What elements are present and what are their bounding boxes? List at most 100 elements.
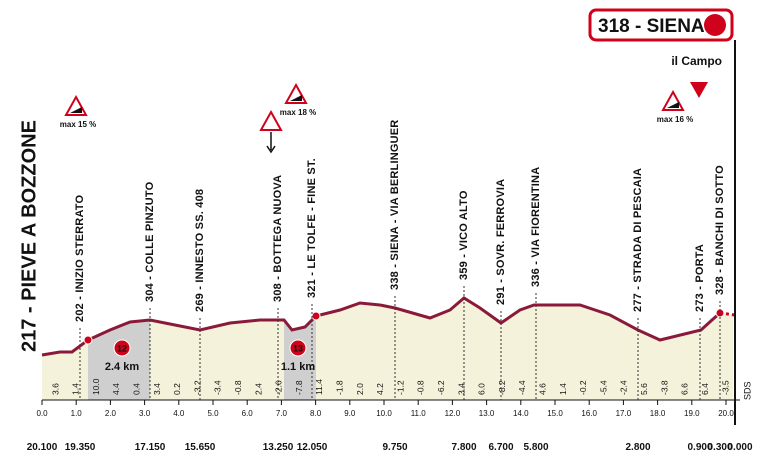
- arrow: [266, 132, 276, 154]
- km-label: 0.0: [36, 409, 48, 418]
- to-go: 2.800: [625, 442, 650, 453]
- to-go: 6.700: [488, 442, 513, 453]
- km-label: 1.0: [71, 409, 83, 418]
- point-label: 202 - INIZIO STERRATO: [74, 194, 86, 322]
- point-label: 304 - COLLE PINZUTO: [144, 181, 156, 302]
- km-label: 14.0: [513, 409, 529, 418]
- to-go: 5.800: [523, 442, 548, 453]
- gradient-label: -0.8: [233, 380, 243, 395]
- gradient-label: 6.6: [680, 383, 690, 395]
- gradient-label: -1.2: [395, 380, 405, 395]
- km-label: 11.0: [411, 409, 427, 418]
- to-go: 7.800: [451, 442, 476, 453]
- km-label: 7.0: [276, 409, 288, 418]
- gradient-label: 5.6: [639, 383, 649, 395]
- sector-number: 12: [117, 344, 127, 354]
- finish-box: [588, 8, 734, 42]
- km-label: 15.0: [547, 409, 563, 418]
- to-go: 20.100: [27, 442, 58, 453]
- gradient-label: 1.4: [558, 383, 568, 395]
- km-label: 9.0: [344, 409, 356, 418]
- finish-sublabel: il Campo: [671, 54, 722, 68]
- gradient-label: 2.0: [355, 383, 365, 395]
- sector-length: 1.1 km: [281, 361, 315, 373]
- point-label: 291 - SOVR. FERROVIA: [495, 179, 507, 305]
- km-label: 6.0: [242, 409, 254, 418]
- sector-length: 2.4 km: [105, 361, 139, 373]
- km-label: 10.0: [376, 409, 392, 418]
- climb-label: max 18 %: [280, 108, 316, 117]
- gradient-label: -4.4: [517, 380, 527, 395]
- gradient-label: -0.2: [578, 380, 588, 395]
- to-go: 9.750: [382, 442, 407, 453]
- gradient-label: 3.6: [50, 383, 60, 395]
- km-label: 12.0: [445, 409, 461, 418]
- warning-slope: [667, 102, 679, 108]
- warning-slope: [70, 107, 82, 113]
- gradient-label: 4.4: [111, 383, 121, 395]
- to-go: 19.350: [65, 442, 96, 453]
- point-label: 273 - PORTA: [694, 244, 706, 312]
- km-label: 17.0: [616, 409, 632, 418]
- profile-line: [41, 296, 721, 357]
- gradient-label: -7.8: [294, 380, 304, 395]
- gravel-sector: [88, 320, 150, 400]
- to-go: 0.300: [707, 442, 732, 453]
- point-label: 321 - LE TOLFE - FINE ST.: [306, 158, 318, 298]
- km-label: 18.0: [650, 409, 666, 418]
- gradient-label: -3.5: [720, 380, 730, 395]
- gradient-label: 3.4: [456, 383, 466, 395]
- gradient-label: 6.0: [477, 383, 487, 395]
- sector-badge: [289, 339, 307, 357]
- gradient-label: -8.2: [497, 380, 507, 395]
- gradient-label: -3.2: [192, 380, 202, 395]
- sds-label: SDS: [742, 381, 752, 400]
- climb-label: max 16 %: [657, 115, 693, 124]
- point-label: 328 - BANCHI DI SOTTO: [714, 165, 726, 295]
- profile-fill: [42, 298, 733, 400]
- to-go: 15.650: [185, 442, 216, 453]
- gradient-label: 10.0: [91, 378, 101, 395]
- gradient-label: -0.8: [416, 380, 426, 395]
- point-dot: [83, 335, 93, 345]
- gradient-label: 0.2: [172, 383, 182, 395]
- gradient-label: -2.6: [274, 380, 284, 395]
- gradient-label: -5.4: [598, 380, 608, 395]
- to-go: 17.150: [135, 442, 166, 453]
- gradient-label: 4.2: [375, 383, 385, 395]
- point-label: 269 - INNESTO SS. 408: [194, 189, 206, 312]
- gradient-label: 4.6: [538, 383, 548, 395]
- finish-label: 318 - SIENA: [598, 16, 705, 37]
- gradient-label: 2.4: [253, 383, 263, 395]
- km-label: 20.0: [718, 409, 734, 418]
- point-label: 359 - VICO ALTO: [458, 190, 470, 280]
- gravel-sector: [284, 316, 316, 400]
- gradient-label: -3.8: [659, 380, 669, 395]
- gradient-label: -2.4: [619, 380, 629, 395]
- triangle-marker: [690, 82, 708, 98]
- km-label: 16.0: [581, 409, 597, 418]
- gradient-label: 6.4: [700, 383, 710, 395]
- warning-sign: [259, 109, 283, 131]
- km-label: 8.0: [310, 409, 322, 418]
- point-dot: [311, 311, 321, 321]
- finish-icon: [704, 14, 726, 36]
- gradient-label: -3.4: [213, 380, 223, 395]
- gradient-label: 1.4: [71, 383, 81, 395]
- gradient-label: 3.4: [152, 383, 162, 395]
- km-label: 4.0: [173, 409, 185, 418]
- gravel-edge: [87, 309, 317, 335]
- warning-slope: [290, 95, 302, 101]
- start-label: 217 - PIEVE A BOZZONE: [18, 120, 40, 352]
- gradient-label: 11.4: [314, 379, 324, 395]
- gradient-label: -6.2: [436, 380, 446, 395]
- point-label: 277 - STRADA DI PESCAIA: [632, 168, 644, 312]
- to-go: 0.000: [727, 442, 752, 453]
- climb-label: max 15 %: [60, 120, 96, 129]
- km-label: 19.0: [684, 409, 700, 418]
- sector-number: 13: [293, 344, 303, 354]
- km-label: 5.0: [207, 409, 219, 418]
- point-label: 308 - BOTTEGA NUOVA: [272, 175, 284, 302]
- gradient-label: 0.4: [131, 383, 141, 395]
